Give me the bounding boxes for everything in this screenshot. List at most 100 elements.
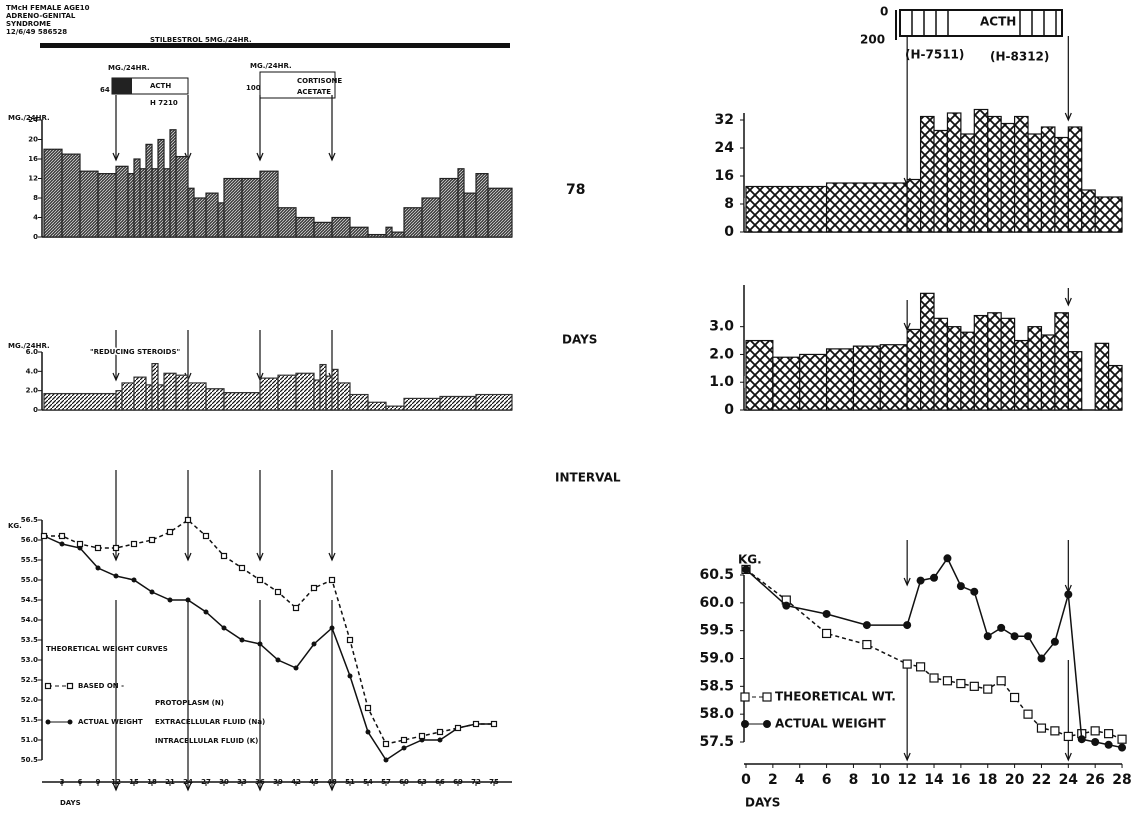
arrow-head	[112, 372, 120, 382]
point	[1090, 726, 1100, 736]
point	[203, 609, 209, 615]
bar	[919, 292, 935, 411]
point	[220, 552, 228, 560]
point	[1063, 731, 1073, 742]
interval-number: 78	[566, 182, 585, 198]
bar	[946, 326, 962, 411]
x-tick-label: 15	[129, 778, 139, 786]
bar	[187, 382, 207, 411]
bar	[349, 393, 369, 411]
bar	[61, 153, 81, 238]
bar	[331, 216, 351, 238]
header-line: ADRENO-GENITAL	[6, 12, 76, 20]
bar	[1108, 364, 1123, 411]
y-tick-label: 53.5	[21, 636, 38, 644]
point	[997, 623, 1006, 632]
arrow-head	[1064, 297, 1072, 307]
annotation: MG./24HR.	[250, 62, 292, 70]
annotation: MG./24HR.	[108, 64, 150, 72]
y-tick-label: 16	[715, 168, 734, 184]
annotation: 64	[100, 86, 110, 94]
y-tick-label: 32	[715, 112, 734, 128]
bar	[403, 397, 441, 411]
point	[916, 576, 925, 585]
point	[112, 544, 120, 552]
x-axis-label: DAYS	[60, 799, 81, 807]
x-tick-label: 27	[201, 778, 211, 786]
y-axis-label: KG.	[738, 553, 762, 567]
x-tick-label: 45	[309, 778, 319, 786]
point	[148, 536, 156, 544]
header-line: SYNDROME	[6, 20, 51, 28]
point	[274, 588, 282, 596]
y-tick-label: 51.5	[21, 716, 38, 724]
point	[969, 681, 979, 691]
bar	[223, 177, 243, 238]
point	[166, 528, 174, 536]
bar	[745, 185, 828, 233]
point	[1117, 734, 1127, 744]
legend-marker	[44, 682, 52, 690]
y-tick-label: 52.0	[21, 696, 38, 704]
y-tick-label: 0	[33, 233, 38, 241]
bar	[960, 133, 975, 233]
y-tick-label: 55.5	[21, 556, 38, 564]
x-tick-label: 63	[417, 778, 427, 786]
point	[1050, 637, 1059, 646]
bar	[933, 129, 949, 233]
chart-title: "REDUCING STEROIDS"	[90, 348, 180, 356]
bar	[295, 372, 315, 411]
x-tick-label: 60	[399, 778, 409, 786]
annotation: ACTH	[150, 82, 171, 90]
y-tick-label: 0	[724, 402, 734, 418]
point	[742, 565, 750, 574]
annotation: ACTH	[980, 15, 1016, 29]
y-tick-label: 3.0	[709, 319, 734, 335]
y-tick-label: 2.0	[26, 387, 39, 395]
bar	[193, 197, 207, 238]
point	[131, 577, 137, 583]
point	[1037, 654, 1046, 663]
x-tick-label: 3	[60, 778, 65, 786]
x-tick-label: 21	[165, 778, 175, 786]
bar	[115, 165, 129, 238]
legend-marker	[66, 682, 74, 690]
legend-label: ACTUAL WEIGHT	[78, 718, 143, 726]
y-tick-label: 4.0	[26, 367, 39, 375]
x-tick-label: 2	[768, 772, 778, 788]
bar	[385, 226, 393, 238]
point	[167, 597, 173, 603]
bar	[331, 368, 339, 411]
bar	[745, 339, 774, 411]
point	[956, 582, 965, 591]
point	[238, 564, 246, 572]
x-tick-label: 8	[849, 772, 859, 788]
point	[1023, 709, 1033, 719]
point	[311, 641, 317, 647]
point	[130, 540, 138, 548]
point	[1036, 723, 1047, 733]
x-tick-label: 42	[291, 778, 301, 786]
header: TMcH FEMALE AGE10 ADRENO-GENITAL SYNDROM…	[6, 4, 90, 36]
legend-marker	[762, 692, 772, 702]
arrow-head	[903, 752, 911, 762]
y-tick-label: 1.0	[709, 374, 734, 390]
bar	[1094, 196, 1123, 233]
bar	[115, 390, 123, 411]
point	[902, 659, 912, 669]
x-tick-label: 4	[795, 772, 805, 788]
bar	[175, 374, 189, 411]
x-tick-label: 51	[345, 778, 355, 786]
point	[401, 745, 407, 751]
arrow-head	[1064, 752, 1072, 762]
point	[983, 632, 992, 641]
x-tick-label: 75	[489, 778, 499, 786]
point	[1118, 743, 1127, 752]
x-tick-label: 0	[741, 772, 751, 788]
x-tick-label: 16	[951, 772, 970, 788]
annotation: 0	[880, 5, 888, 19]
bar	[463, 192, 477, 238]
bar	[919, 115, 935, 233]
bar	[157, 138, 165, 238]
point	[930, 573, 939, 582]
